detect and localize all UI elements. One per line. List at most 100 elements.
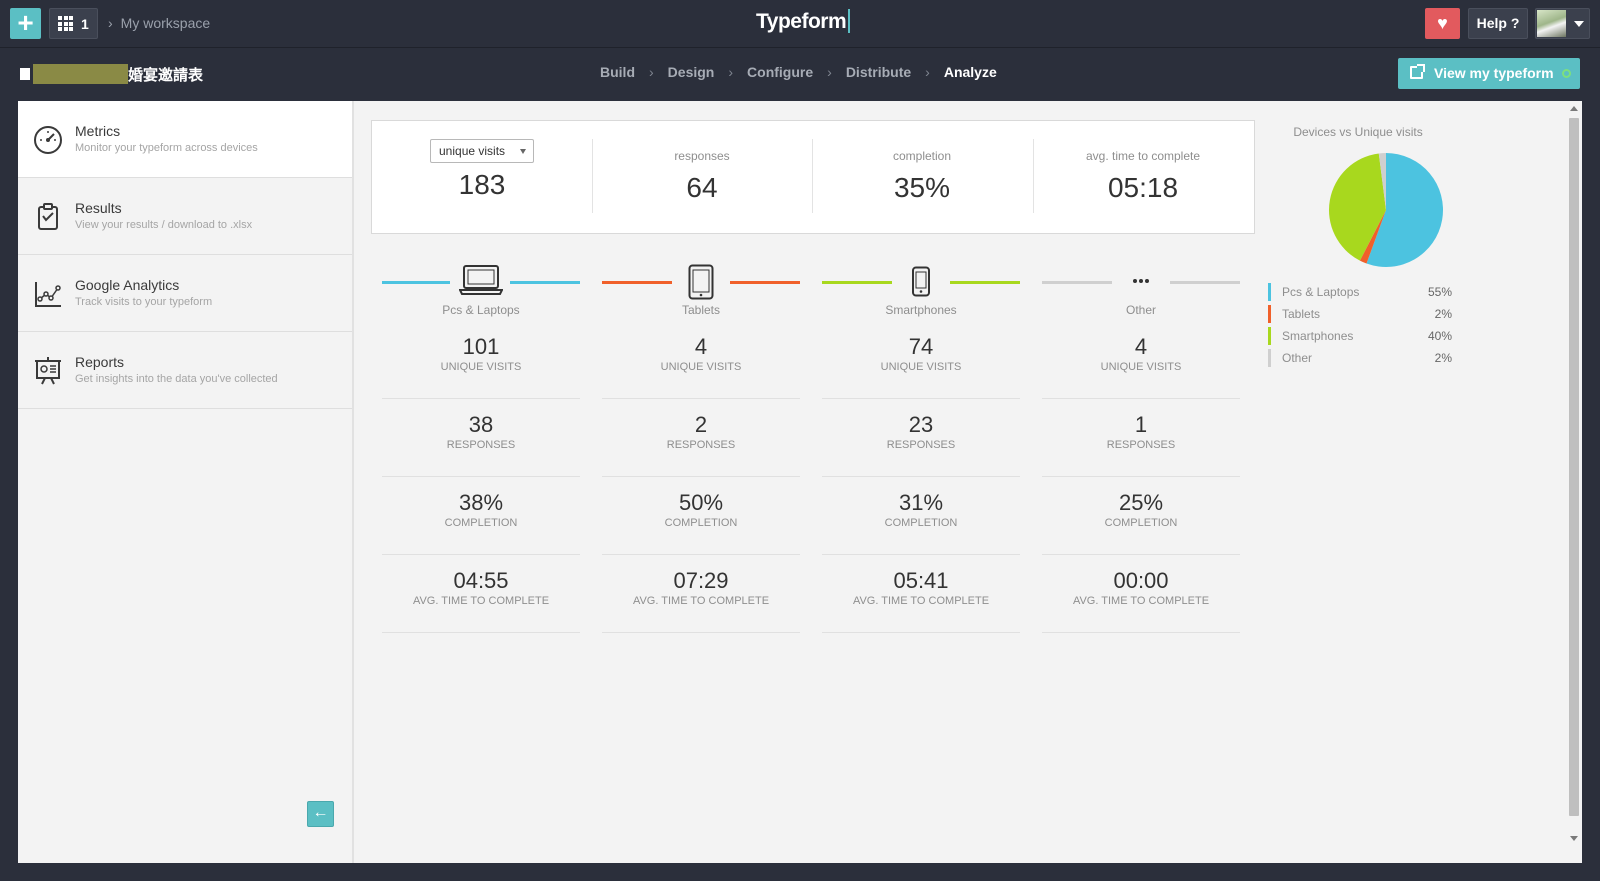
chevron-right-icon: › <box>827 64 832 80</box>
scrollbar[interactable] <box>1566 101 1582 863</box>
metric-select-value: unique visits <box>439 144 506 158</box>
legend-swatch <box>1268 305 1271 323</box>
step-analyze[interactable]: Analyze <box>943 64 997 80</box>
legend-value: 40% <box>1427 329 1452 343</box>
stat-responses: 23 RESPONSES <box>822 399 1020 477</box>
stat-unique-visits: 101 UNIQUE VISITS <box>382 321 580 399</box>
metric-select[interactable]: unique visits <box>430 139 534 163</box>
chevron-right-icon: › <box>108 15 113 31</box>
view-typeform-button[interactable]: View my typeform <box>1398 58 1580 89</box>
sidebar-item-subtitle: View your results / download to .xlsx <box>75 219 253 231</box>
stat-unique-visits: 4 UNIQUE VISITS <box>602 321 800 399</box>
sidebar-item-reports[interactable]: Reports Get insights into the data you'v… <box>18 332 352 409</box>
metric-value: 05:18 <box>1107 172 1179 203</box>
step-distribute[interactable]: Distribute <box>845 64 912 80</box>
metric-value: 35% <box>893 172 951 203</box>
device-name: Pcs & Laptops <box>442 303 520 317</box>
chevron-right-icon: › <box>728 64 734 80</box>
scroll-up-icon[interactable] <box>1570 106 1578 111</box>
form-title[interactable]: 婚宴邀請表 <box>128 66 204 84</box>
divider <box>592 139 593 213</box>
account-menu[interactable] <box>1535 8 1590 39</box>
top-bar: + 1 › My workspace Typeform ♥ Help ? <box>0 0 1600 48</box>
stat-completion: 38% COMPLETION <box>382 477 580 555</box>
analyze-sidebar: Metrics Monitor your typeform across dev… <box>18 101 354 863</box>
chart-title: Devices vs Unique visits <box>1293 125 1423 139</box>
pie-slice-smartphones <box>1329 153 1386 261</box>
sidebar-item-title: Results <box>75 200 122 216</box>
step-design[interactable]: Design <box>667 64 715 80</box>
workspace-label: My workspace <box>120 15 211 31</box>
pie-slice-tablets <box>1359 210 1386 264</box>
form-navigation-bar: 婚宴邀請表 Build › Design › Configure › Distr… <box>0 48 1600 101</box>
step-build[interactable]: Build <box>600 64 635 80</box>
sidebar-item-google-analytics[interactable]: Google Analytics Track visits to your ty… <box>18 255 352 332</box>
device-color-line <box>510 281 580 284</box>
stat-unique-visits: 4 UNIQUE VISITS <box>1042 321 1240 399</box>
live-status-icon <box>1561 68 1571 78</box>
legend-label: Tablets <box>1282 307 1321 321</box>
stat-avg-time: 05:41 AVG. TIME TO COMPLETE <box>822 555 1020 633</box>
plus-icon: + <box>17 7 34 38</box>
stat-completion: 25% COMPLETION <box>1042 477 1240 555</box>
metric-value: 64 <box>686 172 718 203</box>
workspace-count: 1 <box>81 16 89 32</box>
stat-avg-time: 04:55 AVG. TIME TO COMPLETE <box>382 555 580 633</box>
metric-label: responses <box>674 149 730 163</box>
device-name: Smartphones <box>885 303 957 317</box>
legend-value: 2% <box>1434 351 1452 365</box>
typeform-logo: Typeform <box>756 8 851 34</box>
pie-slice-pcs-laptops <box>1366 153 1443 267</box>
devices-pie-chart <box>1329 153 1443 267</box>
sidebar-item-subtitle: Track visits to your typeform <box>75 296 213 308</box>
heart-button[interactable]: ♥ <box>1425 8 1460 39</box>
sidebar-item-title: Reports <box>75 354 125 370</box>
legend-label: Other <box>1282 351 1313 365</box>
speedometer-icon <box>34 126 62 154</box>
metric-avg-time: avg. time to complete 05:18 <box>1033 139 1253 213</box>
laptop-icon <box>459 265 503 295</box>
device-color-line <box>382 281 450 284</box>
builder-steps: Build › Design › Configure › Distribute … <box>600 64 997 80</box>
workspaces-button[interactable]: 1 <box>49 8 98 39</box>
legend-entry: Tablets 2% <box>1268 305 1458 327</box>
clipboard-icon <box>38 203 58 230</box>
legend-swatch <box>1268 283 1271 301</box>
stat-responses: 38 RESPONSES <box>382 399 580 477</box>
help-button[interactable]: Help ? <box>1468 8 1528 39</box>
metric-value: 183 <box>458 169 506 200</box>
scrollbar-thumb[interactable] <box>1569 118 1579 816</box>
caret-down-icon <box>520 149 526 154</box>
legend-label: Pcs & Laptops <box>1282 285 1360 299</box>
legend-swatch <box>1268 327 1271 345</box>
stat-responses: 2 RESPONSES <box>602 399 800 477</box>
device-color-line <box>1170 281 1240 284</box>
sidebar-item-subtitle: Get insights into the data you've collec… <box>75 373 278 385</box>
sidebar-item-results[interactable]: Results View your results / download to … <box>18 178 352 255</box>
device-column-other: Other 4 UNIQUE VISITS 1 RESPONSES 25% COMPL… <box>1042 261 1240 633</box>
device-color-line <box>950 281 1020 284</box>
sidebar-item-title: Metrics <box>75 123 121 139</box>
legend-label: Smartphones <box>1282 329 1354 343</box>
analyze-panel: Metrics Monitor your typeform across dev… <box>18 101 1582 863</box>
view-typeform-label: View my typeform <box>1434 65 1554 81</box>
workspace-breadcrumb[interactable]: › My workspace <box>108 15 210 31</box>
device-column-pcs: Pcs & Laptops 101 UNIQUE VISITS 38 RESPONS… <box>382 261 580 633</box>
legend-value: 2% <box>1434 307 1452 321</box>
scroll-down-icon[interactable] <box>1570 836 1578 841</box>
stat-completion: 50% COMPLETION <box>602 477 800 555</box>
metric-label: avg. time to complete <box>1085 149 1201 163</box>
divider <box>812 139 813 213</box>
stat-unique-visits: 74 UNIQUE VISITS <box>822 321 1020 399</box>
pie-slice-other <box>1378 153 1386 210</box>
sidebar-item-metrics[interactable]: Metrics Monitor your typeform across dev… <box>18 101 352 178</box>
step-configure[interactable]: Configure <box>747 64 814 80</box>
stat-avg-time: 00:00 AVG. TIME TO COMPLETE <box>1042 555 1240 633</box>
collapse-sidebar-button[interactable]: ← <box>307 801 334 827</box>
create-typeform-button[interactable]: + <box>10 8 41 39</box>
divider <box>1033 139 1034 213</box>
stat-responses: 1 RESPONSES <box>1042 399 1240 477</box>
line-chart-icon <box>35 282 61 307</box>
redacted-title-block <box>33 64 128 84</box>
legend-swatch <box>1268 349 1271 367</box>
